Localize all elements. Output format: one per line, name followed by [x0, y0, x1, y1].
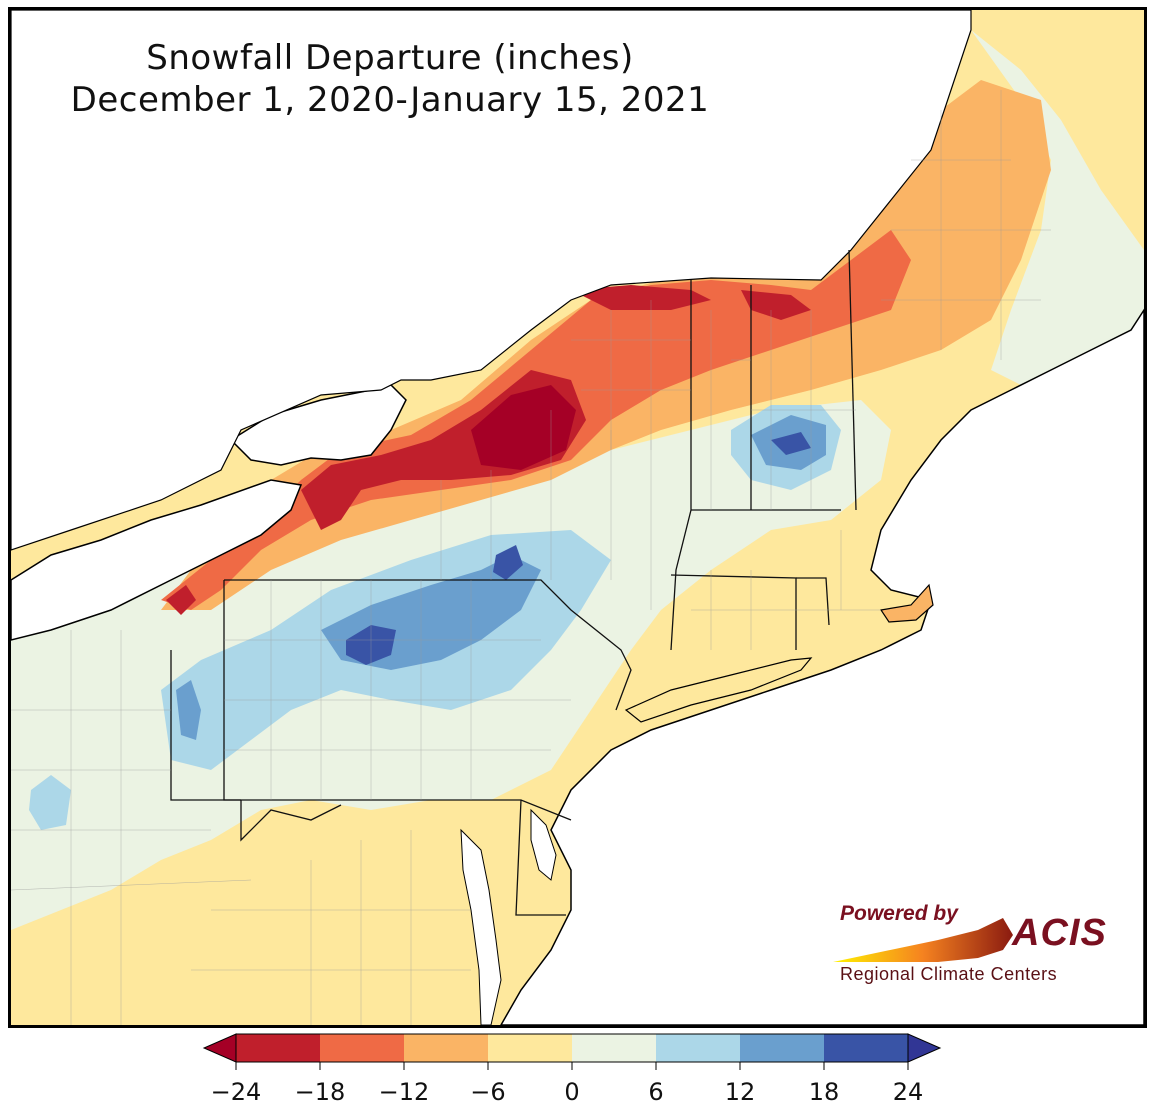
- state-boundaries: [170, 249, 857, 916]
- map-panel: [8, 7, 1147, 1028]
- map-title: Snowfall Departure (inches): [146, 38, 634, 78]
- colorbar-tick-label: 12: [724, 1078, 756, 1106]
- lake-ontario: [229, 384, 407, 466]
- colorbar-over-arrow: [907, 1033, 942, 1063]
- regional-climate-centers-label: Regional Climate Centers: [840, 964, 1058, 984]
- colorbar-cell: [656, 1034, 740, 1062]
- colorbar-cell: [740, 1034, 824, 1062]
- county-boundaries: [11, 90, 1051, 1025]
- colorbar-tick-label: 24: [892, 1078, 924, 1106]
- acis-brand-label: ACIS: [1012, 912, 1107, 954]
- colorbar-tick-label: −24: [210, 1078, 262, 1106]
- colorbar-cell: [572, 1034, 656, 1062]
- snowfall-departure-map: [11, 10, 1144, 1025]
- contour-below-minus24: [471, 385, 576, 470]
- colorbar-under-arrow: [202, 1033, 237, 1063]
- long-island: [624, 657, 813, 723]
- contour-minus18-erie: [166, 585, 196, 615]
- colorbar-tick-label: −12: [378, 1078, 430, 1106]
- colorbar-cell: [320, 1034, 404, 1062]
- colorbar: [202, 1033, 942, 1070]
- contour-6-to-12-oh: [29, 775, 71, 830]
- colorbar-tick-label: 6: [648, 1078, 664, 1106]
- colorbar-cell: [236, 1034, 320, 1062]
- canada-region: [11, 10, 972, 551]
- lake-erie: [11, 479, 303, 641]
- colorbar-cell: [824, 1034, 908, 1062]
- colorbar-tick-label: 18: [808, 1078, 840, 1106]
- contour-18-to-24-ny: [493, 545, 523, 580]
- cape-cod: [879, 583, 934, 623]
- acis-swoosh-icon: [833, 918, 1013, 962]
- colorbar-tick-label: −18: [294, 1078, 346, 1106]
- map-date-range: December 1, 2020-January 15, 2021: [70, 80, 710, 120]
- contour-12-to-18-west: [176, 680, 201, 740]
- contour-minus18-north-vermont: [571, 285, 711, 310]
- chesapeake-bay: [460, 828, 502, 1025]
- contour-0-to-6-maine: [971, 30, 1144, 390]
- delaware-bay: [530, 808, 557, 881]
- colorbar-cell: [404, 1034, 488, 1062]
- colorbar-tick-label: −6: [470, 1078, 506, 1106]
- colorbar-cell: [488, 1034, 572, 1062]
- powered-by-label: Powered by: [840, 902, 958, 925]
- contour-minus18-vermont-nh: [741, 290, 811, 320]
- colorbar-tick-label: 0: [564, 1078, 580, 1106]
- atlantic-ocean: [500, 308, 1144, 1025]
- contour-18-to-24-nh: [771, 432, 811, 455]
